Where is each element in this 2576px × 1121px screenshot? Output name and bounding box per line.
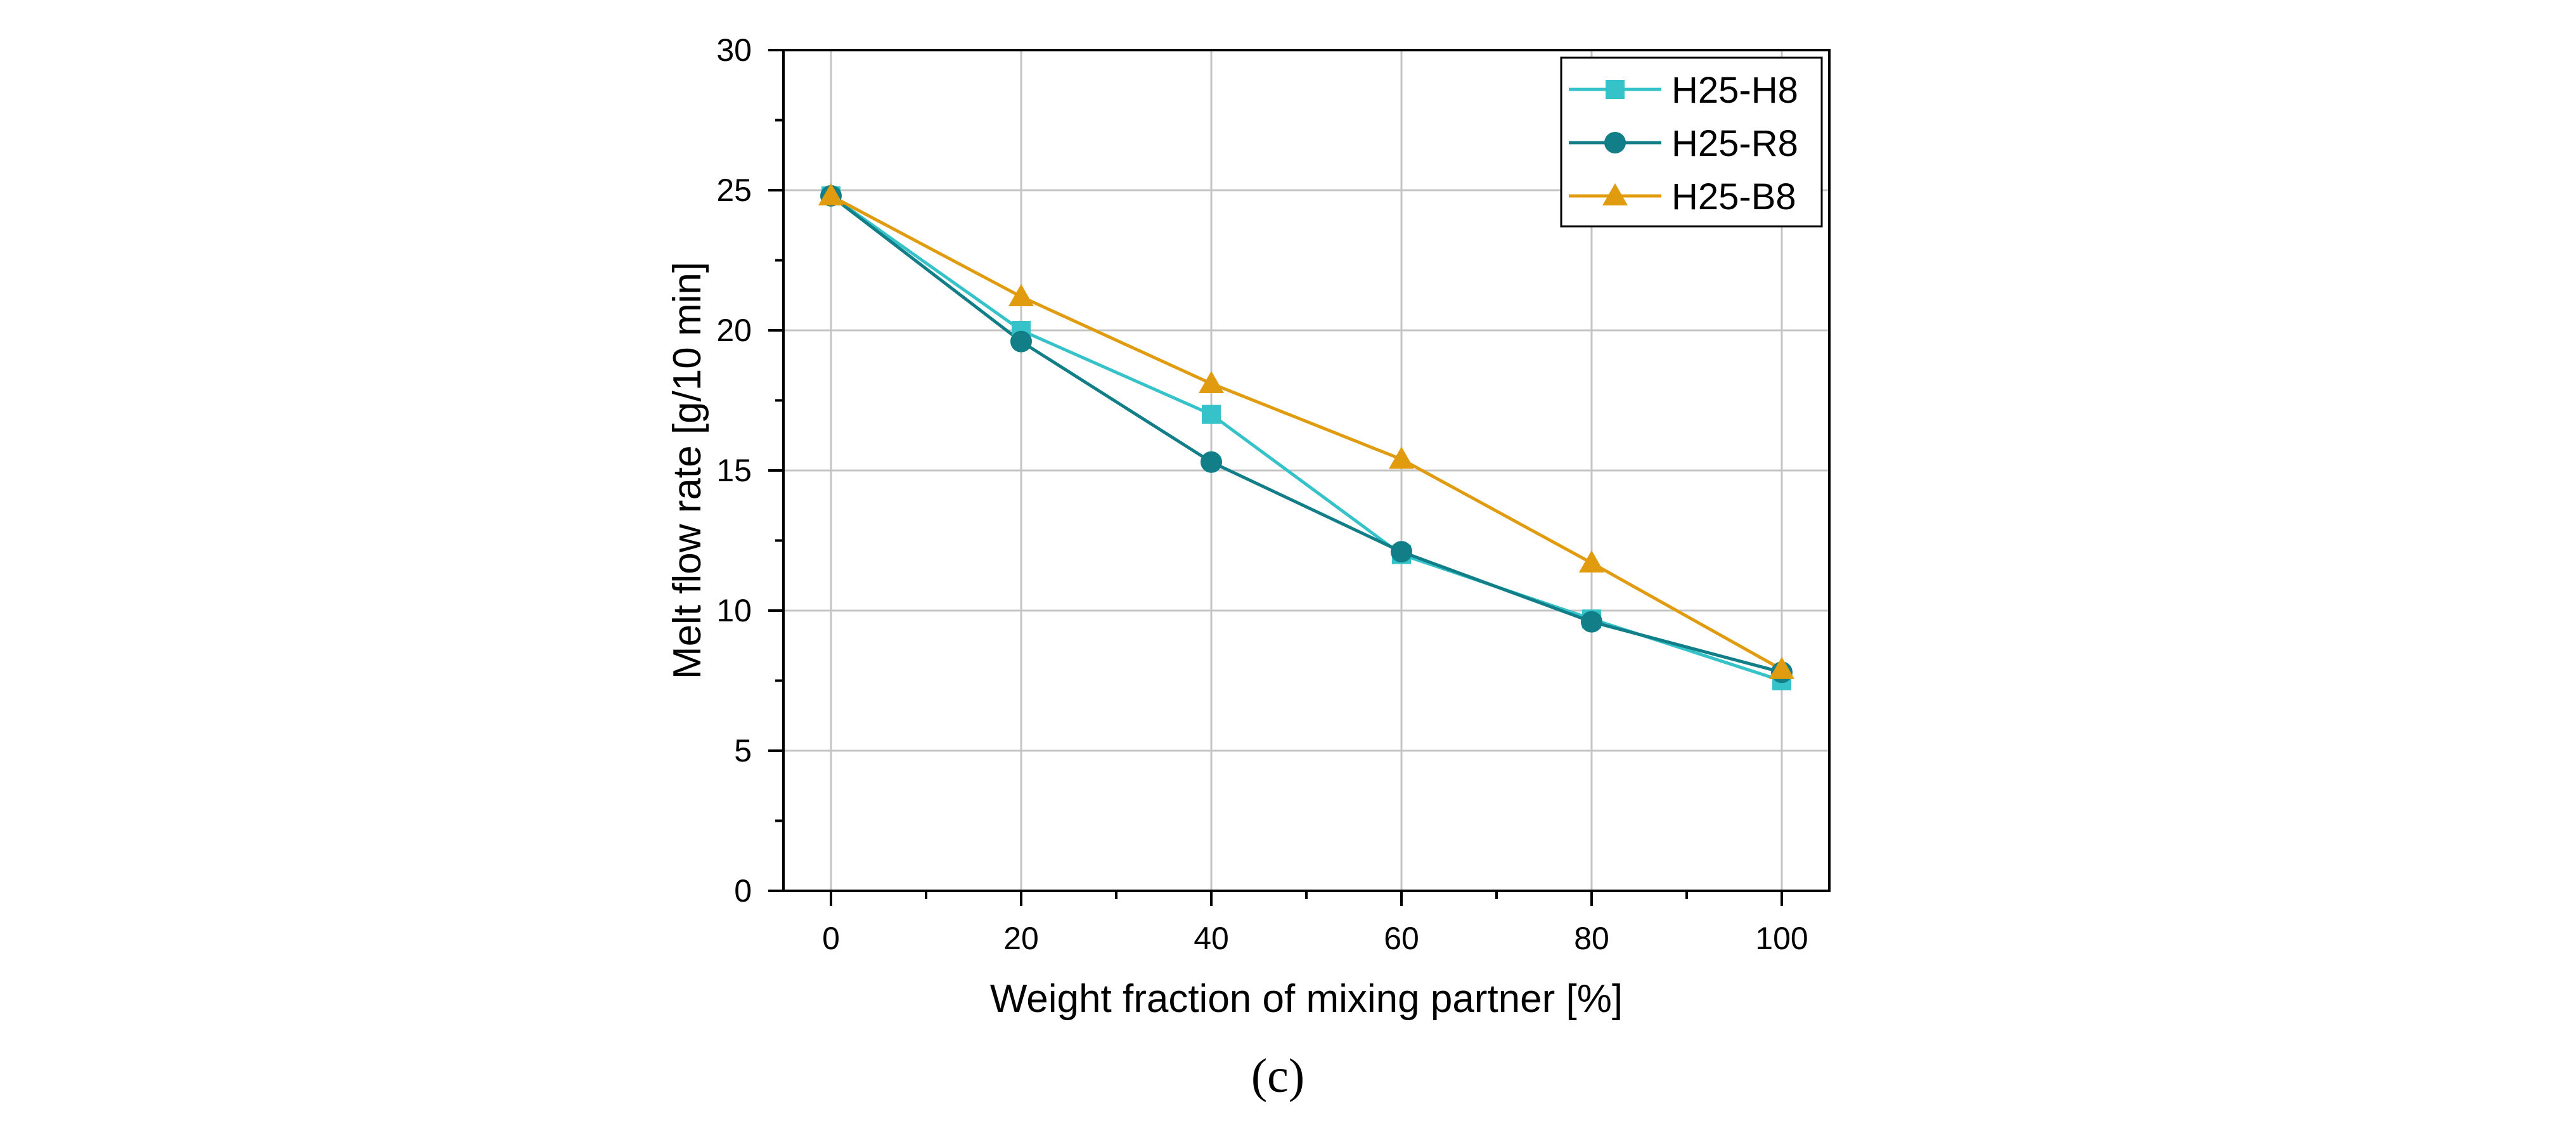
legend-label-h25-r8: H25-R8	[1671, 123, 1798, 164]
series-line-h25-b8	[830, 194, 1783, 671]
y-tick-label: 0	[734, 873, 752, 909]
series-line-h25-r8	[830, 194, 1782, 674]
x-tick-label: 100	[1755, 921, 1808, 956]
legend-marker-h25-h8	[1606, 80, 1625, 99]
axes-group: 0 20 40 60 80 100 0 5 10 15 20 25 30	[716, 32, 1808, 956]
y-tick-label: 20	[716, 313, 752, 348]
data-point-h25-r8	[1391, 541, 1412, 563]
y-tick-label: 5	[734, 733, 752, 768]
panel-label: (c)	[1251, 1049, 1304, 1103]
y-tick-label: 30	[716, 32, 752, 68]
data-point-h25-b8	[1199, 370, 1224, 393]
x-tick-label: 0	[822, 921, 840, 956]
data-point-h25-r8	[1010, 330, 1032, 353]
x-tick-label: 20	[1003, 921, 1039, 956]
legend-marker-h25-r8	[1604, 132, 1626, 153]
y-tick-label: 15	[716, 453, 752, 488]
x-tick-label: 60	[1384, 921, 1419, 956]
legend-label-h25-h8: H25-H8	[1671, 70, 1798, 111]
y-axis-title: Melt flow rate [g/10 min]	[666, 262, 709, 679]
legend: H25-H8 H25-R8 H25-B8	[1560, 56, 1823, 228]
series-group	[818, 183, 1794, 690]
legend-label-h25-b8: H25-B8	[1671, 176, 1796, 217]
data-point-h25-b8	[1389, 446, 1414, 469]
data-point-h25-r8	[1581, 611, 1602, 633]
data-point-h25-b8	[1008, 283, 1034, 306]
data-point-h25-b8	[818, 183, 844, 205]
y-tick-label: 25	[716, 172, 752, 208]
legend-marker-h25-b8	[1602, 183, 1628, 205]
data-point-h25-b8	[1769, 656, 1794, 679]
data-point-h25-b8	[1579, 550, 1604, 573]
series-line-h25-h8	[830, 194, 1782, 682]
data-point-h25-r8	[1201, 451, 1222, 473]
x-axis-title: Weight fraction of mixing partner [%]	[990, 977, 1623, 1021]
x-tick-label: 40	[1194, 921, 1229, 956]
y-tick-label: 10	[716, 593, 752, 628]
x-tick-label: 80	[1574, 921, 1609, 956]
data-point-h25-h8	[1202, 405, 1221, 424]
